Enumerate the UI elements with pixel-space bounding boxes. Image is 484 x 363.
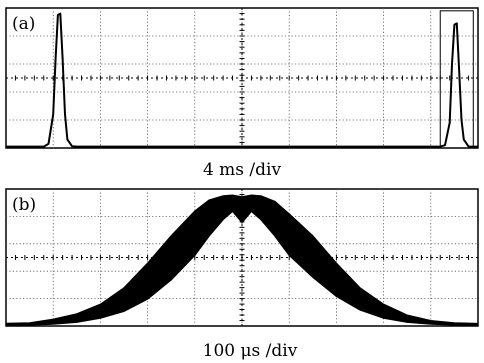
panel-a-pulse-trace-0 (6, 12, 478, 148)
panel-a-traces (6, 10, 478, 149)
panel-b-label: (b) (12, 195, 36, 215)
panel-a: (a) (5, 7, 479, 149)
panel-a-grid (6, 8, 478, 148)
panel-b-label-background (10, 192, 42, 214)
panel-b-timebase-caption: 100 μs /div (203, 341, 298, 361)
panel-b: (b) (5, 188, 479, 327)
panel-b-traces (5, 194, 479, 326)
panel-a-label: (a) (12, 14, 35, 34)
panel-a-timebase-caption: 4 ms /div (203, 160, 282, 180)
panel-a-pulse-marker (439, 10, 474, 149)
panel-b-baseline-trace-0 (6, 209, 478, 326)
panel-a-label-background (10, 11, 42, 33)
